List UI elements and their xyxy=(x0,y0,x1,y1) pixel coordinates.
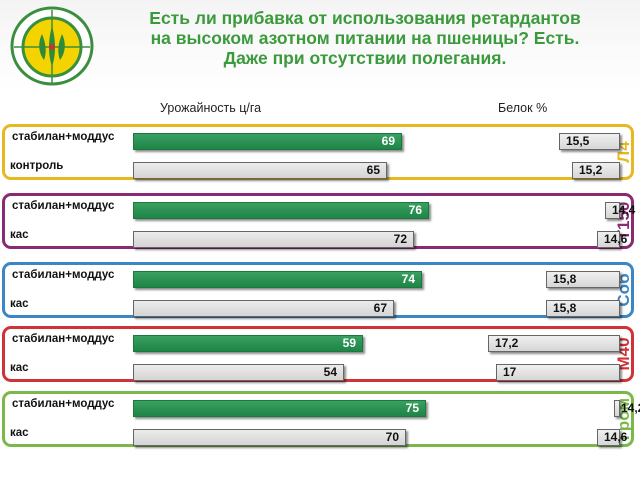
protein-bar: 15,2 xyxy=(572,162,620,179)
yield-value-label: 67 xyxy=(373,301,387,315)
protein-value-label: 14,6 xyxy=(604,232,628,246)
protein-bar: 15,8 xyxy=(546,271,620,288)
yield-value-label: 59 xyxy=(342,336,356,350)
yield-bar: 72 xyxy=(133,231,414,248)
title-line-2: на высоком азотном питании на пшеницы? Е… xyxy=(150,28,580,48)
yield-bar: 59 xyxy=(133,335,363,352)
row-label: стабилан+моддус xyxy=(12,398,115,410)
yield-value-label: 65 xyxy=(366,163,380,177)
row-label: стабилан+моддус xyxy=(12,269,115,281)
yield-bar: 54 xyxy=(133,364,344,381)
yield-bar: 67 xyxy=(133,300,394,317)
row-label: контроль xyxy=(10,160,64,172)
title-line-3: Даже при отсутствии полегания. xyxy=(223,48,507,68)
row-label: кас xyxy=(10,298,29,310)
yield-bar: 65 xyxy=(133,162,387,179)
yield-value-label: 74 xyxy=(401,272,415,286)
row-label: кас xyxy=(10,229,29,241)
row-label: стабилан+моддус xyxy=(12,333,115,345)
yield-value-label: 69 xyxy=(381,134,395,148)
yield-value-label: 72 xyxy=(393,232,407,246)
yield-value-label: 70 xyxy=(385,430,399,444)
title-line-1: Есть ли прибавка от использования ретард… xyxy=(149,8,581,28)
yield-bar: 75 xyxy=(133,400,426,417)
protein-bar: 14,6 xyxy=(597,429,627,446)
protein-value-label: 14,6 xyxy=(604,430,628,444)
protein-bar: 14,4 xyxy=(605,202,635,219)
row-label: стабилан+моддус xyxy=(12,200,115,212)
yield-bar: 76 xyxy=(133,202,429,219)
row-label: стабилан+моддус xyxy=(12,131,115,143)
protein-bar: 17 xyxy=(496,364,620,381)
protein-bar: 17,2 xyxy=(488,335,620,352)
yield-value-label: 54 xyxy=(323,365,337,379)
row-label: кас xyxy=(10,427,29,439)
protein-value-label: 14,2 xyxy=(621,401,640,415)
header: Есть ли прибавка от использования ретард… xyxy=(0,0,640,90)
protein-value-label: 15,5 xyxy=(566,134,590,148)
row-label: кас xyxy=(10,362,29,374)
protein-bar: 15,5 xyxy=(559,133,620,150)
protein-value-label: 17,2 xyxy=(495,336,519,350)
yield-value-label: 76 xyxy=(408,203,422,217)
protein-column-header: Белок % xyxy=(498,101,548,115)
protein-value-label: 17 xyxy=(503,365,517,379)
protein-value-label: 15,8 xyxy=(553,301,577,315)
yield-column-header: Урожайность ц/га xyxy=(160,101,262,115)
protein-value-label: 15,8 xyxy=(553,272,577,286)
slide-title: Есть ли прибавка от использования ретард… xyxy=(100,8,630,68)
yield-value-label: 75 xyxy=(405,401,419,415)
yield-bar: 69 xyxy=(133,133,402,150)
yield-bar: 74 xyxy=(133,271,422,288)
company-logo xyxy=(10,6,94,86)
protein-bar: 14,2 xyxy=(614,400,640,417)
protein-bar: 15,8 xyxy=(546,300,620,317)
yield-bar: 70 xyxy=(133,429,406,446)
protein-value-label: 14,4 xyxy=(612,203,636,217)
protein-bar: 14,6 xyxy=(597,231,627,248)
protein-value-label: 15,2 xyxy=(579,163,603,177)
